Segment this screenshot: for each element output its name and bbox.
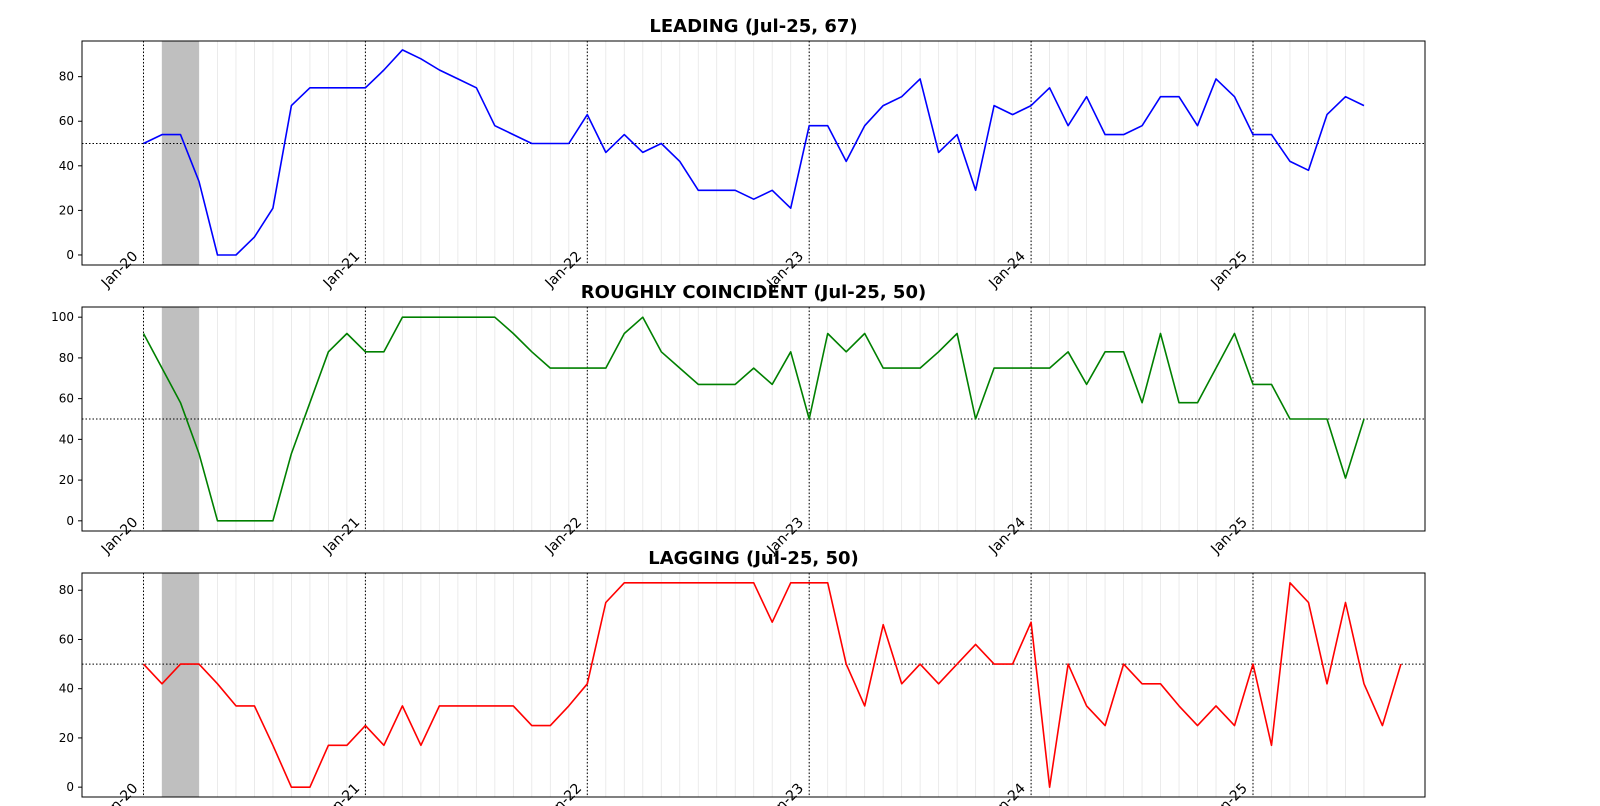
y-tick-label: 20 [59,731,74,745]
y-tick-label: 40 [59,159,74,173]
x-tick-label: Jan-20 [98,249,141,292]
y-tick-label: 80 [59,70,74,84]
y-tick-label: 80 [59,351,74,365]
y-tick-label: 80 [59,583,74,597]
x-tick-label: Jan-23 [764,781,807,806]
x-tick-label: Jan-25 [1207,781,1250,806]
y-tick-label: 40 [59,682,74,696]
x-tick-label: Jan-22 [542,781,585,806]
y-tick-label: 60 [59,632,74,646]
chart-panel-1: ROUGHLY COINCIDENT (Jul-25, 50) Jan-20 Jan… [51,282,1426,558]
chart-title: LEADING (Jul-25, 67) [649,16,857,37]
series-line-0 [142,581,1402,789]
plot-frame [81,572,1426,798]
y-tick-label: 60 [59,114,74,128]
y-tick-label: 100 [51,310,74,324]
plot-frame [81,40,1426,266]
x-tick-label: Jan-21 [320,781,363,806]
chart-panel-2: LAGGING (Jul-25, 50) Jan-20 Jan-21 Jan-22 Ja… [59,548,1426,806]
x-tick-label: Jan-24 [985,248,1029,292]
y-tick-label: 60 [59,392,74,406]
plot-frame [81,306,1426,532]
x-tick-label: Jan-25 [1207,249,1250,292]
x-tick-label: Jan-21 [320,249,363,292]
y-tick-label: 20 [59,473,74,487]
recession-shading [161,573,199,797]
y-tick-label: 0 [66,514,74,528]
x-tick-label: Jan-21 [320,515,363,558]
x-tick-label: Jan-22 [542,515,585,558]
x-tick-label: Jan-24 [985,780,1029,806]
recession-shading [161,41,199,265]
x-tick-label: Jan-20 [98,515,141,558]
y-tick-label: 0 [66,248,74,262]
x-tick-label: Jan-20 [98,781,141,806]
x-tick-label: Jan-22 [542,249,585,292]
y-tick-label: 0 [66,780,74,794]
series-line-0 [142,316,1365,522]
chart-title: ROUGHLY COINCIDENT (Jul-25, 50) [581,282,926,303]
y-tick-label: 20 [59,203,74,217]
x-tick-label: Jan-24 [985,514,1029,558]
series-line-0 [143,49,1365,256]
chart-panel-0: LEADING (Jul-25, 67) Jan-20 Jan-21 Jan-22 Ja… [59,16,1426,292]
y-tick-label: 40 [59,432,74,446]
x-tick-label: Jan-25 [1207,515,1250,558]
chart-title: LAGGING (Jul-25, 50) [648,548,859,569]
